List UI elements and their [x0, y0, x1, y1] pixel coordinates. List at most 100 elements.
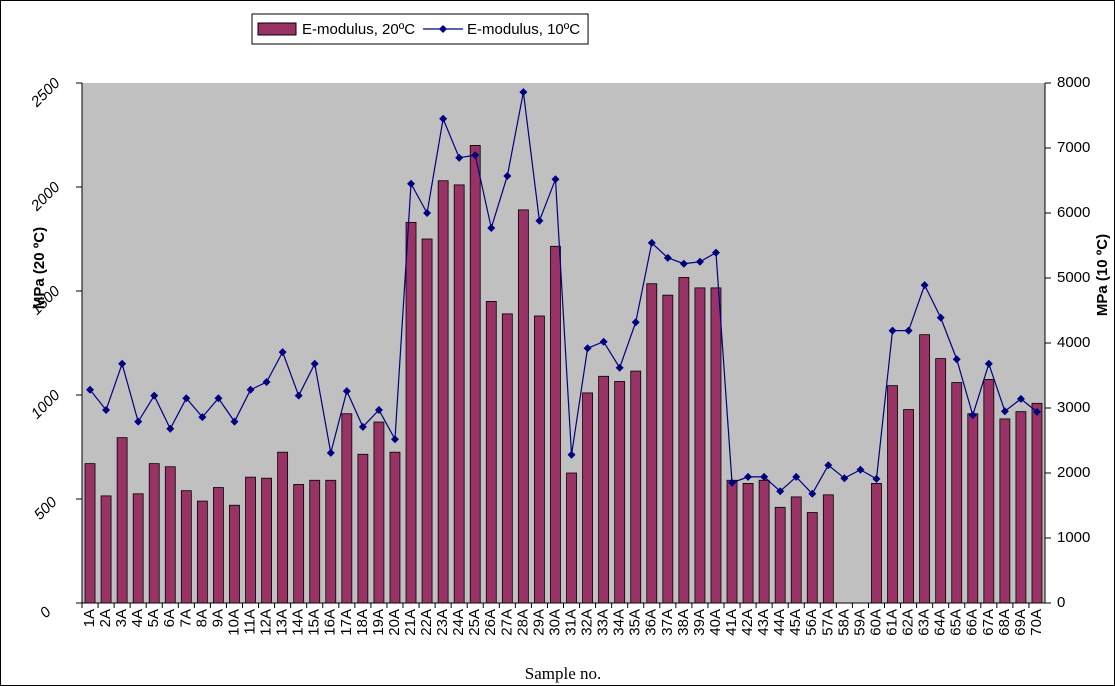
bar — [373, 421, 385, 604]
bar — [196, 500, 208, 604]
x-tick-label: 19A — [370, 609, 387, 636]
line-marker — [968, 411, 977, 420]
bar — [534, 315, 545, 604]
line-marker — [118, 359, 127, 368]
line-marker — [471, 151, 480, 160]
bar — [277, 451, 289, 604]
bar — [180, 490, 192, 604]
line-marker — [808, 489, 817, 498]
x-tick-label: 66A — [964, 609, 981, 636]
line-marker — [631, 318, 640, 327]
bar — [726, 479, 738, 604]
y2-tick-label: 2000 — [1057, 464, 1090, 481]
legend-label: E-modulus, 10ºC — [467, 21, 580, 38]
line-marker — [984, 359, 993, 368]
bar — [261, 477, 272, 604]
y2-tick-label: 4000 — [1057, 334, 1090, 351]
bar — [229, 504, 240, 604]
line-marker — [230, 417, 239, 426]
x-tick-label: 42A — [739, 609, 756, 636]
line-marker — [744, 472, 753, 481]
x-tick-label: 13A — [274, 609, 291, 636]
x-tick-label: 58A — [835, 609, 852, 636]
x-tick-label: 45A — [787, 609, 804, 636]
line-marker — [390, 435, 399, 444]
bar — [132, 493, 144, 604]
bar — [887, 385, 898, 604]
bar — [550, 245, 561, 604]
line-marker — [86, 385, 95, 394]
x-tick-label: 5A — [145, 609, 162, 627]
bar — [325, 479, 337, 604]
y2-axis-title: MPa (10 ºC) — [1094, 234, 1111, 316]
line-marker — [695, 257, 704, 266]
bar — [662, 294, 674, 604]
bar — [293, 484, 305, 604]
line-marker — [1016, 394, 1025, 403]
x-tick-label: 59A — [851, 609, 868, 636]
line-marker — [423, 209, 432, 217]
x-tick-label: 15A — [306, 609, 323, 636]
line-marker — [519, 88, 528, 97]
bar — [983, 378, 995, 604]
line-marker — [358, 422, 367, 431]
line-marker — [711, 248, 720, 257]
bar — [598, 375, 610, 604]
line-marker — [262, 378, 271, 386]
bar — [999, 418, 1011, 604]
line-marker — [920, 281, 929, 290]
x-tick-label: 6A — [161, 609, 178, 627]
line-marker — [535, 216, 544, 225]
bar — [694, 287, 706, 604]
bar — [822, 494, 834, 604]
x-tick-label: 24A — [450, 609, 467, 636]
legend — [251, 13, 589, 45]
bar — [517, 209, 529, 604]
y2-tick-label: 6000 — [1057, 204, 1090, 221]
line-marker — [214, 394, 223, 403]
line-marker — [278, 348, 287, 357]
x-tick-label: 40A — [707, 609, 724, 636]
bar — [774, 506, 786, 604]
x-axis-title: Sample no. — [525, 664, 602, 683]
x-tick-label: 29A — [530, 609, 547, 636]
bar — [806, 512, 818, 604]
bar — [758, 479, 770, 604]
bar — [389, 451, 401, 604]
bar — [164, 466, 176, 604]
line-marker — [198, 413, 207, 422]
x-tick-label: 2A — [97, 609, 114, 627]
bar — [630, 370, 642, 604]
bar — [935, 358, 947, 604]
bar — [501, 313, 513, 604]
bar — [646, 283, 658, 604]
x-tick-label: 21A — [402, 609, 419, 636]
bar — [1015, 411, 1027, 604]
x-tick-label: 9A — [209, 609, 226, 627]
x-tick-label: 1A — [81, 609, 98, 627]
line-marker — [166, 424, 175, 433]
bar — [100, 495, 112, 604]
x-tick-label: 22A — [418, 609, 435, 636]
line-marker — [1032, 407, 1041, 416]
line-marker — [551, 175, 560, 184]
y2-tick-label: 0 — [1057, 594, 1065, 611]
bar — [421, 238, 433, 604]
bar — [84, 463, 96, 604]
line-marker — [310, 359, 319, 368]
bar — [116, 437, 128, 604]
line-marker — [1000, 407, 1009, 416]
x-tick-label: 36A — [643, 609, 660, 636]
x-tick-label: 31A — [562, 609, 579, 636]
bar — [437, 180, 449, 604]
line-marker — [439, 114, 448, 123]
bar — [405, 221, 417, 604]
line-marker — [936, 313, 945, 322]
bar — [245, 476, 256, 604]
x-tick-label: 35A — [627, 609, 644, 636]
x-tick-label: 18A — [354, 609, 371, 636]
y-axis-title: MPa (20 ºC) — [31, 227, 48, 309]
bar — [967, 413, 979, 604]
x-tick-label: 68A — [996, 609, 1013, 636]
x-tick-label: 65A — [948, 609, 965, 636]
